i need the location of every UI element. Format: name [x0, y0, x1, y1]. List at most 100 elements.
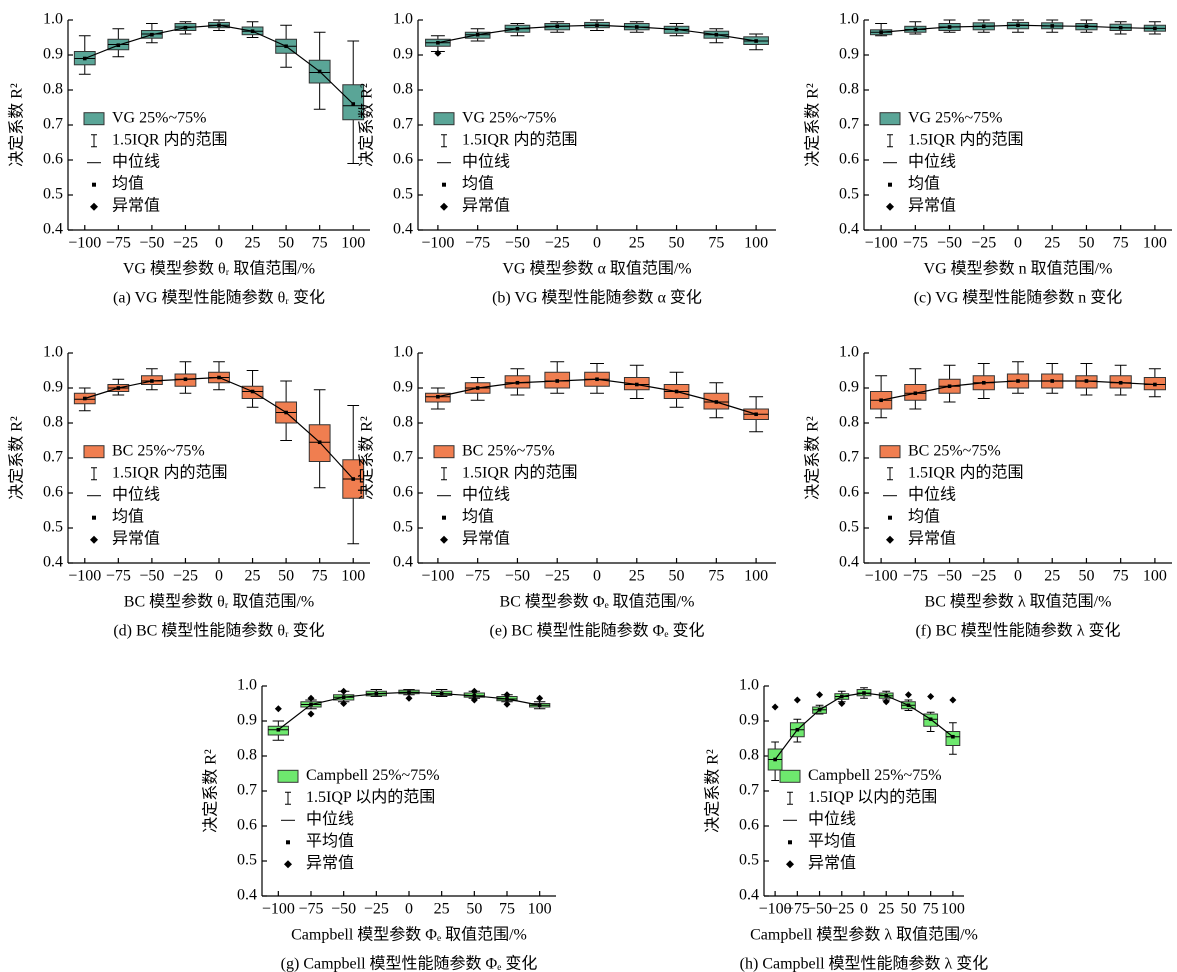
- mean: [1118, 380, 1123, 385]
- x-tick-label: −25: [545, 235, 570, 252]
- mean: [82, 396, 87, 401]
- x-axis-label: Campbell 模型参数 λ 取值范围/%: [750, 926, 978, 944]
- legend-glyph: [887, 134, 893, 148]
- x-tick-label: 0: [215, 568, 223, 585]
- x-tick-label: 75: [1113, 235, 1129, 252]
- legend-label: 均值: [462, 507, 494, 525]
- mean: [951, 734, 955, 739]
- y-tick-label: 0.9: [237, 712, 257, 729]
- x-tick-label: 75: [312, 568, 328, 585]
- legend-swatch: [83, 445, 105, 459]
- legend-glyph: [888, 515, 892, 520]
- y-tick-label: 1.0: [839, 11, 859, 28]
- legend-glyph: [886, 535, 894, 544]
- y-tick-label: 0.8: [839, 414, 859, 431]
- mean: [981, 24, 986, 29]
- y-tick-label: 0.7: [839, 449, 859, 466]
- mean: [773, 757, 777, 762]
- legend-glyph: [91, 467, 97, 481]
- mean: [341, 695, 346, 699]
- y-tick-label: 0.7: [237, 782, 257, 799]
- y-tick-label: 0.7: [393, 116, 413, 133]
- caption: (f) BC 模型性能随参数 λ 变化: [915, 622, 1120, 640]
- legend-label: 异常值: [112, 196, 160, 214]
- mean: [250, 29, 255, 33]
- legend-swatch: [879, 112, 901, 126]
- y-tick-label: 0.9: [393, 46, 413, 63]
- x-tick-label: 100: [744, 568, 768, 585]
- y-tick-label: 0.8: [739, 747, 759, 764]
- mean: [1153, 26, 1157, 31]
- legend-glyph: [786, 860, 794, 869]
- x-axis-label: VG 模型参数 n 取值范围/%: [924, 260, 1113, 278]
- legend-label: VG 25%~75%: [908, 109, 1002, 126]
- x-tick-label: 0: [593, 568, 601, 585]
- x-tick-label: 0: [860, 901, 868, 918]
- y-tick-label: 0.9: [43, 46, 63, 63]
- mean: [1118, 25, 1123, 30]
- x-tick-label: −50: [505, 235, 530, 252]
- y-tick-label: 0.6: [393, 151, 413, 168]
- outlier: [882, 698, 890, 706]
- legend-glyph: [90, 202, 98, 211]
- legend-glyph: [788, 840, 792, 845]
- x-tick-label: 75: [708, 235, 724, 252]
- x-tick-label: −50: [505, 568, 530, 585]
- mean: [276, 727, 281, 732]
- mean: [116, 43, 121, 47]
- mean: [475, 32, 480, 37]
- x-tick-label: 100: [528, 901, 552, 918]
- legend-glyph: [92, 515, 96, 520]
- y-axis-label: 决定系数 R²: [8, 416, 26, 500]
- y-axis-label: 决定系数 R²: [202, 749, 220, 833]
- y-tick-label: 0.7: [739, 782, 759, 799]
- x-axis-label: VG 模型参数 α 取值范围/%: [502, 260, 691, 278]
- y-tick-label: 1.0: [237, 677, 257, 694]
- legend-label: 1.5IQP 以内的范围: [306, 788, 435, 806]
- outlier: [340, 687, 348, 695]
- y-tick-label: 1.0: [839, 344, 859, 361]
- legend-label: 均值: [462, 174, 494, 192]
- x-tick-label: 0: [405, 901, 413, 918]
- mean: [150, 32, 154, 37]
- mean: [879, 30, 883, 35]
- x-tick-label: 25: [245, 568, 261, 585]
- x-tick-label: −50: [807, 901, 832, 918]
- x-tick-label: 25: [1044, 568, 1060, 585]
- legend-glyph: [286, 840, 290, 845]
- outlier: [307, 694, 315, 702]
- outlier: [536, 694, 544, 702]
- legend-swatch: [433, 445, 455, 459]
- legend-label: 均值: [112, 174, 144, 192]
- y-tick-label: 0.5: [43, 519, 63, 536]
- legend-swatch: [879, 445, 901, 459]
- y-tick-label: 0.7: [43, 449, 63, 466]
- outlier: [340, 700, 348, 707]
- x-tick-label: −75: [903, 235, 928, 252]
- legend-glyph: [90, 535, 98, 544]
- x-tick-label: −100: [262, 901, 295, 918]
- mean: [183, 377, 188, 382]
- mean: [674, 27, 679, 32]
- x-tick-label: −100: [68, 235, 101, 252]
- x-tick-label: 50: [1078, 568, 1094, 585]
- legend-swatch: [433, 112, 455, 126]
- caption: (a) VG 模型性能随参数 θᵣ 变化: [113, 289, 325, 307]
- caption: (h) Campbell 模型性能随参数 λ 变化: [740, 955, 989, 972]
- mean: [595, 377, 599, 382]
- mean: [928, 717, 933, 722]
- x-tick-label: −50: [139, 568, 164, 585]
- x-tick-label: −25: [971, 568, 996, 585]
- y-tick-label: 1.0: [739, 677, 759, 694]
- legend-label: 1.5IQR 内的范围: [112, 130, 228, 148]
- outlier: [470, 687, 478, 695]
- y-tick-label: 0.9: [43, 379, 63, 396]
- x-tick-label: −75: [106, 568, 131, 585]
- mean: [555, 379, 560, 383]
- mean: [913, 391, 918, 396]
- y-tick-label: 1.0: [393, 11, 413, 28]
- x-tick-label: 75: [923, 901, 939, 918]
- x-tick-label: −75: [465, 235, 490, 252]
- mean: [436, 40, 440, 45]
- x-axis-label: VG 模型参数 θᵣ 取值范围/%: [123, 260, 315, 278]
